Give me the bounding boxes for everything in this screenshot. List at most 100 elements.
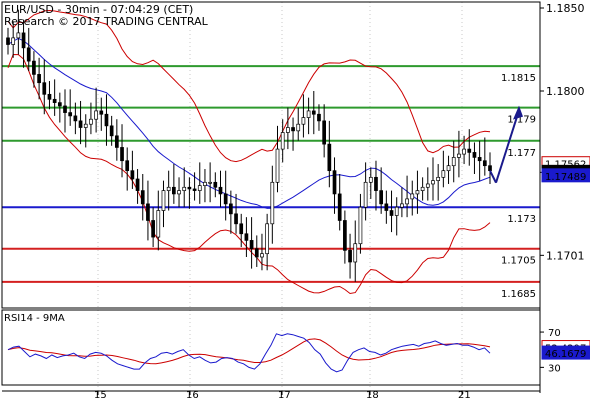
candle-body [109, 125, 114, 137]
candle-body [239, 223, 244, 235]
y-tick-label: 1.1800 [546, 85, 585, 98]
candle-body [358, 206, 363, 245]
level-label-pivot: 1.173 [507, 214, 536, 225]
candle-body [301, 117, 306, 125]
candle-body [52, 98, 57, 103]
rsi-y-tick-label: 30 [548, 363, 561, 374]
candle-body [420, 186, 425, 191]
candle-body [317, 113, 321, 122]
candle-body [343, 220, 347, 251]
candle-body [389, 210, 394, 216]
candle-body [457, 153, 461, 158]
candle-body [68, 112, 73, 117]
x-tick-label: 17 [278, 390, 291, 400]
rsi-y-tick-label: 70 [548, 328, 561, 339]
candle-body [177, 190, 181, 195]
candle-body [280, 132, 285, 150]
candle-body [368, 176, 373, 183]
candle-body [410, 193, 415, 200]
forecast-arrow-head [513, 105, 523, 120]
rsi-title: RSI14 - 9MA [4, 313, 65, 324]
candle-body [446, 165, 451, 172]
candle-body [161, 190, 166, 211]
candle-body [327, 143, 332, 172]
candle-body [78, 120, 83, 128]
candle-body [187, 186, 192, 190]
candle-body [275, 148, 280, 183]
candle-body [156, 210, 161, 238]
candle-body [306, 110, 311, 118]
candle-body [270, 181, 275, 225]
candle-body [234, 213, 238, 225]
candle-body [151, 220, 155, 238]
candle-body [332, 170, 337, 195]
candle-body [94, 110, 98, 120]
x-tick-label: 21 [458, 390, 471, 400]
candle-body [37, 74, 41, 84]
candle-body [26, 47, 31, 62]
level-label-support: 1.1685 [501, 289, 536, 300]
candle-body [11, 37, 16, 45]
candle-body [47, 93, 52, 100]
forecast-arrow-dip [489, 170, 497, 184]
bollinger-upper-band [7, 9, 491, 163]
candle-body [120, 147, 124, 162]
candle-body [374, 176, 378, 191]
rsi-ma-line [7, 338, 491, 365]
y-tick-label: 1.1701 [546, 249, 585, 262]
candle-body [384, 203, 389, 211]
forecast-arrow-shaft [495, 113, 519, 183]
candle-body [337, 193, 342, 221]
candle-body [192, 188, 197, 191]
candle-body [431, 180, 435, 185]
candle-body [73, 115, 78, 122]
candle-body [379, 190, 384, 205]
candle-body [104, 113, 109, 127]
candle-body [16, 32, 21, 39]
candle-body [130, 170, 135, 180]
candle-body [89, 118, 93, 125]
candle-body [32, 60, 36, 75]
candle-body [425, 183, 430, 188]
candle-body [99, 110, 104, 115]
candle-body [21, 32, 26, 49]
candle-body [296, 123, 301, 132]
x-tick-label: 18 [366, 390, 379, 400]
candle-body [394, 206, 399, 216]
price-tag-box [541, 168, 590, 183]
candle-body [166, 186, 171, 191]
candle-body [322, 120, 327, 145]
candle-body [6, 37, 10, 45]
candle-body [146, 203, 150, 221]
candle-body [286, 127, 290, 133]
x-tick-label: 15 [94, 390, 107, 400]
candle-body [244, 233, 249, 241]
candle-body [291, 127, 295, 132]
candle-body [441, 170, 446, 178]
candle-body [348, 250, 352, 263]
price-tag-label: 1.17489 [545, 172, 586, 183]
candle-body [197, 185, 202, 191]
candle-body [260, 253, 264, 258]
moving-average-line [7, 37, 491, 209]
candle-body [42, 82, 47, 95]
level-label-resistance: 1.177 [507, 148, 536, 159]
rsi-tag-label: 46.1679 [545, 349, 586, 360]
candle-body [451, 157, 456, 167]
candle-body [488, 165, 492, 172]
candle-body [353, 243, 358, 263]
candle-body [135, 178, 140, 191]
chart-copyright: Research © 2017 TRADING CENTRAL [4, 15, 209, 28]
level-label-resistance: 1.179 [507, 115, 536, 126]
candle-body [405, 198, 409, 205]
chart-title: EUR/USD - 30min - 07:04:29 (CET) [4, 3, 193, 16]
candle-body [203, 181, 207, 186]
rsi-panel-frame [1, 309, 541, 386]
rsi-tag-box [541, 345, 590, 360]
candle-body [140, 190, 145, 205]
candle-body [218, 186, 223, 195]
candle-body [208, 181, 212, 184]
candle-body [467, 148, 472, 153]
candle-body [254, 248, 259, 258]
